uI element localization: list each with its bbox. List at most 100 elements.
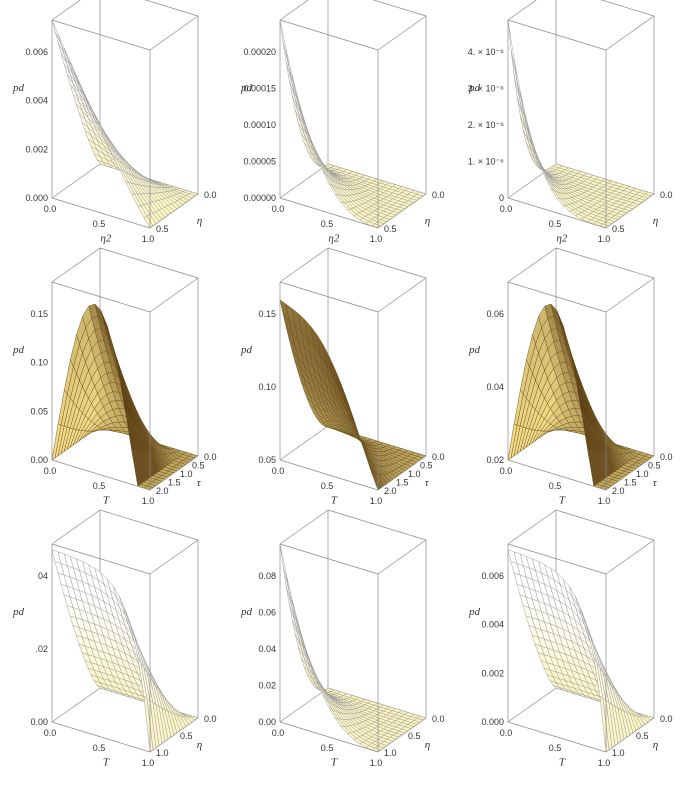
box-edge — [51, 197, 151, 229]
box-edge — [555, 509, 655, 541]
y-tick-label: 0.5 — [192, 461, 205, 471]
x-tick-label: 0.0 — [44, 204, 57, 214]
z-tick-label: 3. × 10⁻⁶ — [468, 84, 505, 94]
box-edge — [605, 193, 655, 229]
box-edge — [377, 539, 427, 575]
surface-plot-6: 0.02 0.04 0.06 pd 0.0 0.5 1.0 T 0.0 0.5 1.0 1.5 2.0 τ — [456, 247, 684, 524]
box-edge — [279, 19, 379, 51]
surface-mesh — [507, 19, 655, 229]
z-tick-label: 1. × 10⁻⁶ — [468, 157, 505, 167]
x-tick-label: 0.5 — [93, 481, 106, 491]
box-edge — [377, 717, 427, 753]
z-tick-label: 0.10 — [258, 382, 276, 392]
x-tick-label: 0.0 — [500, 466, 513, 476]
z-tick-label: 0.05 — [30, 406, 48, 416]
box-edge — [507, 687, 557, 723]
x-axis-label: T — [103, 757, 110, 769]
z-axis-label: pd — [468, 82, 481, 94]
z-tick-label: 0.06 — [258, 608, 276, 618]
y-tick-label: 0.0 — [660, 452, 673, 462]
box-edge — [51, 247, 101, 283]
x-axis-label: T — [331, 757, 338, 769]
z-tick-label: 0.00020 — [243, 47, 276, 57]
y-axis-label: η — [653, 739, 658, 751]
y-tick-label: 1.0 — [384, 748, 397, 758]
y-axis-label: η — [425, 215, 430, 227]
surface-mesh — [279, 543, 427, 753]
box-edge — [605, 15, 655, 51]
surface-mesh — [51, 19, 199, 229]
z-axis-label: pd — [240, 344, 253, 356]
z-tick-label: 0.002 — [25, 144, 48, 154]
y-axis-label: τ — [653, 477, 658, 489]
y-tick-label: 2.0 — [384, 486, 397, 496]
box-edge — [279, 247, 329, 283]
box-edge — [149, 539, 199, 575]
surface-svg: 0.00 0.02 0.04 0.06 0.08 pd 0.0 0.5 1.0 T 0.0 0.5 1.… — [240, 509, 445, 769]
y-tick-label: 0.0 — [432, 714, 445, 724]
box-edge — [279, 163, 329, 199]
z-tick-label: 0.15 — [258, 309, 276, 319]
y-tick-label: 0.5 — [636, 731, 649, 741]
x-tick-label: 1.0 — [142, 496, 155, 506]
x-axis-label: η2 — [100, 233, 111, 245]
box-edge — [377, 455, 427, 491]
z-tick-label: 0.00010 — [243, 120, 276, 130]
surface-plot-4: 0.00 0.05 0.10 0.15 pd 0.0 0.5 1.0 T 0.0 0.5 1.0 1.5… — [0, 247, 228, 524]
box-edge — [51, 163, 101, 199]
box-edge — [372, 0, 427, 17]
surface-mesh — [507, 303, 655, 491]
surface-mesh — [51, 549, 199, 753]
box-edge — [51, 543, 151, 575]
x-tick-label: 0.5 — [93, 743, 106, 753]
x-tick-label: 1.0 — [142, 234, 155, 244]
x-tick-label: 0.5 — [321, 481, 334, 491]
box-edge — [279, 281, 379, 313]
box-edge — [507, 19, 607, 51]
box-edge — [507, 543, 607, 575]
z-tick-label: 0.000 — [25, 193, 48, 203]
z-tick-label: 4. × 10⁻⁶ — [468, 47, 505, 57]
z-tick-label: .02 — [35, 644, 48, 654]
y-axis-label: η — [425, 739, 430, 751]
box-edge — [327, 509, 427, 541]
z-tick-label: 0.00015 — [243, 84, 276, 94]
y-tick-label: 0.0 — [204, 714, 217, 724]
z-axis-label: pd — [468, 606, 481, 618]
surface-svg: 0.000 0.002 0.004 0.006 pd 0.0 0.5 1.0 T 0.0 0.5 1.… — [468, 509, 673, 769]
y-tick-label: 0.5 — [180, 731, 193, 741]
y-tick-label: 1.0 — [636, 469, 649, 479]
x-tick-label: 0.5 — [549, 743, 562, 753]
surface-plot-7: 0.00 .02 04 pd 0.0 0.5 1.0 T 0.0 0.5 1.0 η — [0, 509, 228, 786]
box-edge — [149, 193, 199, 229]
surface-svg: 0.00 .02 04 pd 0.0 0.5 1.0 T 0.0 0.5 1.0 η — [12, 509, 217, 769]
z-tick-label: 0.08 — [258, 571, 276, 581]
y-tick-label: 0.5 — [408, 731, 421, 741]
surface-mesh — [279, 19, 427, 229]
z-axis-label: pd — [12, 606, 25, 618]
surface-mesh — [279, 299, 427, 491]
x-axis-label: η2 — [328, 233, 339, 245]
box-edge — [327, 247, 427, 279]
z-tick-label: 0.05 — [258, 455, 276, 465]
surface-plot-2: 0.00000 0.00005 0.00010 0.00015 0.00020 pd 0.0… — [228, 0, 456, 262]
box-edge — [507, 0, 537, 21]
z-axis-label: pd — [240, 82, 253, 94]
z-tick-label: 0.004 — [481, 620, 504, 630]
z-tick-label: 0.04 — [486, 382, 504, 392]
y-axis-label: η — [197, 215, 202, 227]
surface-svg: 0.000.050.100.15pd0.00.51.0T0.00.51.01.5… — [12, 247, 217, 507]
box-edge — [555, 247, 655, 279]
x-tick-label: 0.0 — [272, 204, 285, 214]
box-edge — [279, 509, 329, 545]
box-edge — [605, 277, 655, 313]
surface-plot-3: 0 1. × 10⁻⁶ 2. × 10⁻⁶ 3. × 10⁻⁶ 4. × 10⁻⁶ pd 0… — [456, 0, 684, 262]
z-tick-label: 0.00 — [30, 717, 48, 727]
z-tick-label: 0.06 — [486, 309, 504, 319]
y-tick-label: 1.0 — [180, 469, 193, 479]
box-edge — [99, 247, 199, 279]
box-edge — [507, 247, 557, 283]
x-tick-label: 0.0 — [272, 728, 285, 738]
